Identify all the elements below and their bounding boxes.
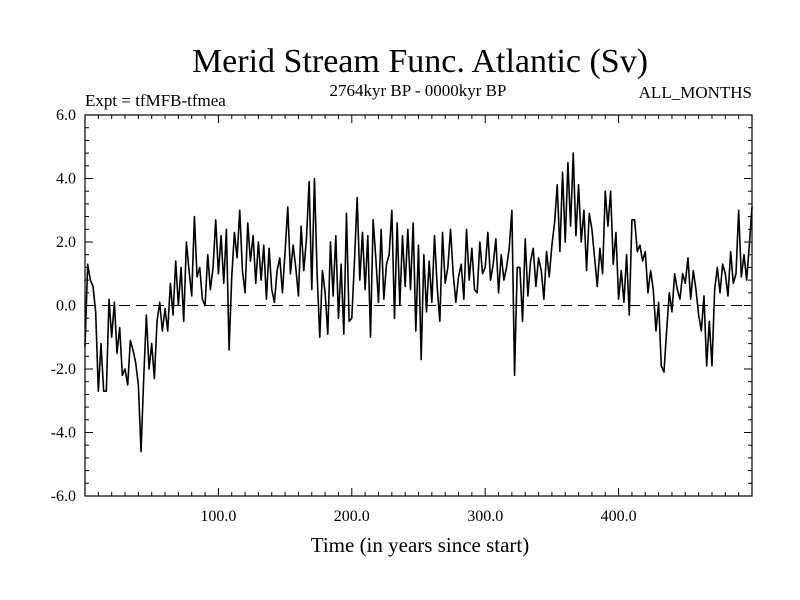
y-tick-label: -6.0 xyxy=(51,488,76,505)
x-tick-label: 100.0 xyxy=(200,508,236,525)
y-tick-label: -2.0 xyxy=(51,361,76,378)
y-tick-label: 0.0 xyxy=(56,298,76,315)
experiment-label: Expt = tfMFB-tfmea xyxy=(85,91,226,110)
chart-title: Merid Stream Func. Atlantic (Sv) xyxy=(192,43,648,80)
plot-area: 100.0 200.0 300.0 400.0 -6.0 -4.0 -2.0 0.0 2.0 4.… xyxy=(51,107,753,525)
series-line-0 xyxy=(84,152,753,453)
y-tick-label: 2.0 xyxy=(56,234,76,251)
y-tick-label: 4.0 xyxy=(56,171,76,188)
x-axis-label: Time (in years since start) xyxy=(311,533,530,557)
plot-frame xyxy=(84,114,753,497)
x-tick-label: 200.0 xyxy=(334,508,370,525)
x-tick-label: 400.0 xyxy=(601,508,637,525)
time-range-label: 2764kyr BP - 0000kyr BP xyxy=(330,81,507,100)
y-tick-label: 6.0 xyxy=(56,107,76,124)
x-tick-label: 300.0 xyxy=(467,508,503,525)
y-tick-label: -4.0 xyxy=(51,425,76,442)
months-label: ALL_MONTHS xyxy=(639,83,752,102)
